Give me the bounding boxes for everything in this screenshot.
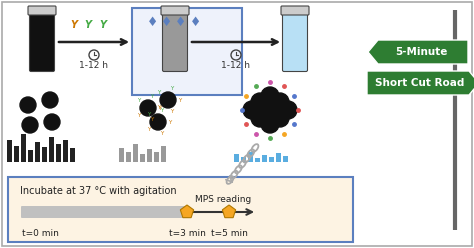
Bar <box>15 146 19 162</box>
Circle shape <box>160 92 176 108</box>
FancyBboxPatch shape <box>29 10 55 71</box>
Bar <box>276 153 282 162</box>
Text: Y: Y <box>158 105 162 111</box>
Text: Y: Y <box>170 109 173 114</box>
Circle shape <box>261 87 279 105</box>
Bar <box>71 148 75 162</box>
Text: Y: Y <box>137 98 140 103</box>
Bar <box>49 137 55 162</box>
Text: ♦: ♦ <box>175 15 187 29</box>
Circle shape <box>44 114 60 130</box>
Circle shape <box>261 101 279 119</box>
Bar <box>56 144 62 162</box>
FancyBboxPatch shape <box>132 8 242 95</box>
Circle shape <box>279 101 297 119</box>
Text: Y: Y <box>84 20 91 30</box>
Bar <box>270 157 274 162</box>
Text: Y: Y <box>160 108 164 113</box>
Circle shape <box>42 92 58 108</box>
Bar <box>235 154 239 162</box>
Bar <box>147 149 153 162</box>
Text: Y: Y <box>100 20 107 30</box>
Circle shape <box>251 109 269 127</box>
Bar <box>64 140 69 162</box>
Polygon shape <box>180 205 194 218</box>
Bar <box>43 147 47 162</box>
FancyBboxPatch shape <box>163 10 188 71</box>
Text: t=3 min: t=3 min <box>169 229 205 239</box>
FancyBboxPatch shape <box>28 6 56 15</box>
FancyBboxPatch shape <box>2 2 472 246</box>
Text: Y: Y <box>160 131 164 136</box>
Circle shape <box>271 93 289 111</box>
Polygon shape <box>222 205 236 218</box>
Text: Y: Y <box>178 97 182 102</box>
Bar <box>283 156 289 162</box>
Text: 1-12 h: 1-12 h <box>221 61 250 69</box>
Text: Y: Y <box>168 120 172 124</box>
Polygon shape <box>368 40 468 64</box>
Bar <box>119 148 125 162</box>
Circle shape <box>271 109 289 127</box>
FancyBboxPatch shape <box>281 6 309 15</box>
Bar <box>248 152 254 162</box>
Polygon shape <box>367 71 474 95</box>
Bar <box>28 150 34 162</box>
Text: ♦: ♦ <box>161 15 173 29</box>
Bar <box>241 157 246 162</box>
Bar <box>255 158 261 162</box>
FancyBboxPatch shape <box>21 206 188 218</box>
Bar <box>21 134 27 162</box>
Bar <box>127 152 131 162</box>
Circle shape <box>261 115 279 133</box>
Bar <box>134 144 138 162</box>
Text: 5-Minute: 5-Minute <box>395 47 447 57</box>
Text: Y: Y <box>146 126 150 131</box>
Bar <box>155 152 159 162</box>
Text: Y: Y <box>150 117 153 122</box>
Text: Y: Y <box>71 20 78 30</box>
Text: Short Cut Road: Short Cut Road <box>375 78 465 88</box>
Bar <box>162 146 166 162</box>
Text: Y: Y <box>146 112 150 118</box>
Circle shape <box>150 114 166 130</box>
Bar <box>140 154 146 162</box>
Circle shape <box>243 101 261 119</box>
Circle shape <box>20 97 36 113</box>
Text: Incubate at 37 °C with agitation: Incubate at 37 °C with agitation <box>20 186 177 196</box>
Bar <box>36 142 40 162</box>
Text: Y: Y <box>157 91 160 95</box>
Text: ♦: ♦ <box>147 15 159 29</box>
Text: Y: Y <box>157 105 160 110</box>
FancyBboxPatch shape <box>8 177 353 242</box>
Text: ♦: ♦ <box>191 15 201 29</box>
Text: Y: Y <box>137 113 140 118</box>
Circle shape <box>251 93 269 111</box>
Text: Y: Y <box>150 94 153 99</box>
Text: 1-12 h: 1-12 h <box>80 61 109 69</box>
Text: Y: Y <box>170 86 173 91</box>
FancyBboxPatch shape <box>161 6 189 15</box>
Bar <box>263 155 267 162</box>
Circle shape <box>140 100 156 116</box>
Circle shape <box>22 117 38 133</box>
Text: t=5 min: t=5 min <box>210 229 247 239</box>
Text: t=0 min: t=0 min <box>22 229 59 239</box>
Text: MPS reading: MPS reading <box>195 195 251 205</box>
Bar <box>8 140 12 162</box>
FancyBboxPatch shape <box>283 10 308 71</box>
